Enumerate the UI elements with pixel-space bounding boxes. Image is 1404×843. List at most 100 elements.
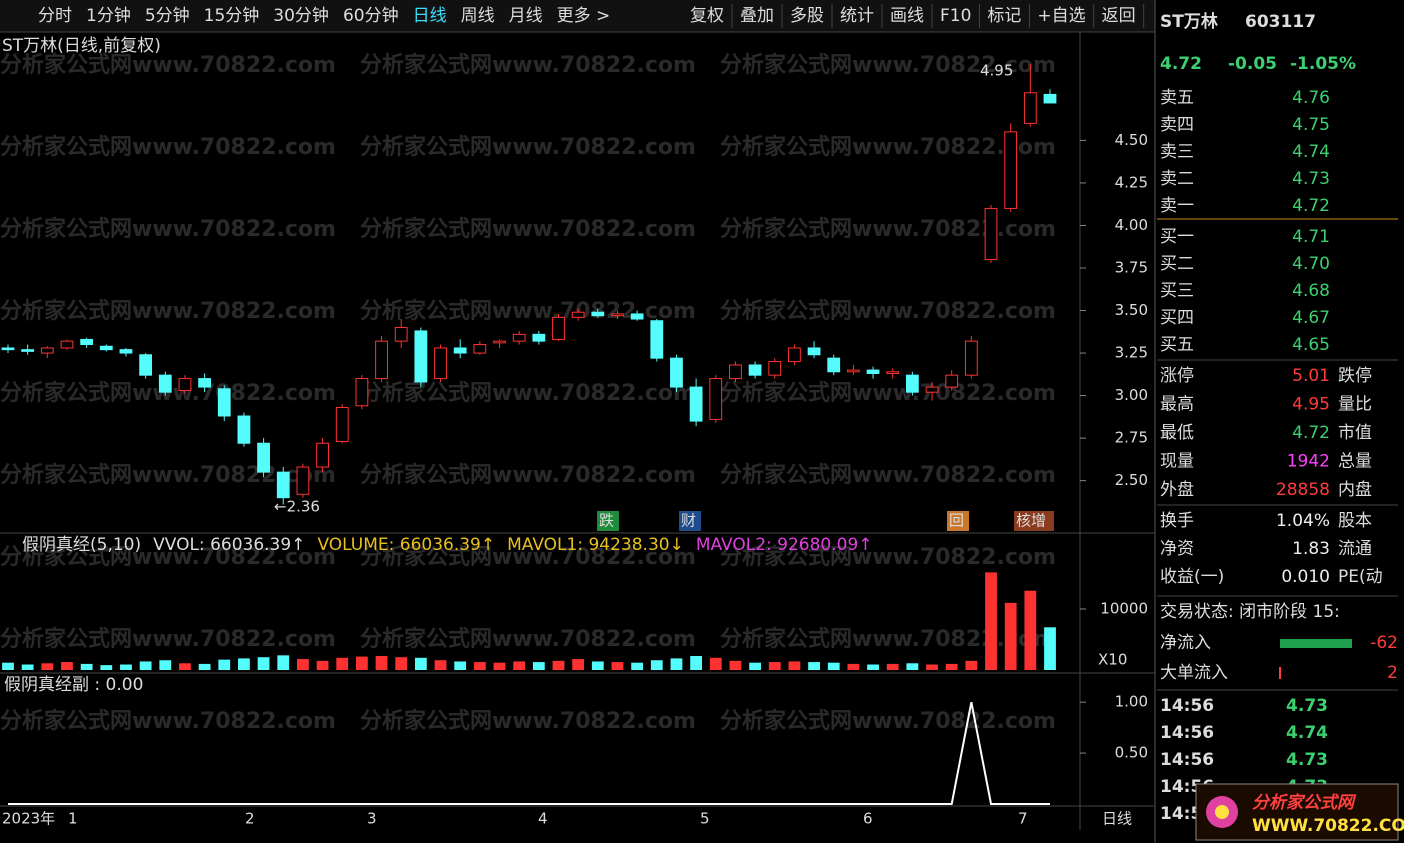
button[interactable]: 标记 [987,6,1021,26]
volume-bar [414,657,427,670]
quote-cell: 买三 [1160,281,1194,301]
quote-cell: 流通 [1338,539,1372,559]
trade-status: 交易状态: 闭市阶段 15: [1160,602,1340,622]
candle-body [473,344,487,354]
button[interactable]: 多股 [790,6,824,26]
logo-icon [1215,805,1229,819]
quote-cell: 4.70 [1292,254,1330,274]
candle-body [630,313,644,320]
candle-body [945,374,959,388]
quote-cell: 市值 [1338,423,1372,443]
candle-body [846,369,860,373]
volume-bar [709,657,722,670]
watermark: 分析家公式网www.70822.com [360,462,696,488]
x-label: 3 [367,810,377,828]
sub-title: 假阴真经副 : 0.00 [4,675,143,695]
volume-bar [41,663,54,670]
volume-bar [316,660,329,670]
quote-cell: 最低 [1160,423,1194,443]
quote-cell: 28858 [1276,480,1330,500]
marker: 财 [681,512,696,530]
quote-cell: 4.73 [1292,169,1330,189]
candle-body [748,364,762,376]
candle-body [40,347,54,354]
button[interactable]: 统计 [840,6,874,26]
candle-body [198,378,212,388]
volume-bar [1024,590,1037,670]
watermark: 分析家公式网www.70822.com [720,544,1056,570]
volume-bar [179,663,191,670]
y-tick-label: 2.75 [1115,429,1148,447]
logo-text: 分析家公式网 [1252,793,1357,813]
legend-entry: MAVOL1: 94238.30↓ [507,535,684,555]
chart-title: ST万林(日线,前复权) [2,36,161,56]
y-tick-label: 10000 [1100,599,1148,617]
candle-body [1043,93,1057,104]
candle-body [591,311,605,317]
button[interactable]: 返回 [1102,6,1136,26]
tab[interactable]: 更多 > [557,6,611,26]
quote-cell: 5.01 [1292,366,1330,386]
tab[interactable]: 5分钟 [145,6,190,26]
volume-bar [985,572,997,670]
flow-value: -62 [1370,633,1398,653]
stock-name: ST万林 [1160,11,1218,32]
tab[interactable]: 15分钟 [204,6,260,26]
button[interactable]: +自选 [1037,6,1085,26]
volume-bar [2,662,14,670]
volume-bar [965,660,978,670]
quote-cell: 4.76 [1292,88,1330,108]
candle-body [217,388,231,417]
button[interactable]: 叠加 [740,6,774,26]
legend-entry: VOLUME: 66036.39↑ [317,535,495,555]
candle-body [611,313,624,317]
volume-bar [650,660,663,670]
x-label: 2 [245,810,255,828]
tab[interactable]: 60分钟 [343,6,399,26]
stock-code: 603117 [1245,12,1316,32]
candle-body [139,354,153,376]
tab[interactable]: 周线 [461,6,495,26]
marker-box [679,511,701,531]
button[interactable]: F10 [940,6,971,26]
tab[interactable]: 日线 [413,6,447,26]
marker: 回 [949,512,964,530]
volume-bar [297,659,309,670]
candle-body [178,378,192,391]
flow-label: 大单流入 [1160,663,1228,683]
flow-bar [1279,667,1281,679]
tab[interactable]: 分时 [38,6,72,26]
tab[interactable]: 月线 [509,6,543,26]
button[interactable]: 画线 [890,6,924,26]
annotation: ←2.36 [274,498,320,516]
tab[interactable]: 1分钟 [86,6,131,26]
volume-bar [808,662,820,670]
volume-bar [434,660,447,670]
quote-cell: 股本 [1338,511,1372,531]
quote-cell: 4.71 [1292,227,1330,247]
candle-body [532,333,546,342]
candle-body [158,374,172,393]
x-label: 2023年 [2,810,55,828]
volume-bar [238,658,250,670]
volume-bar [454,661,467,670]
quote-cell: 换手 [1160,511,1194,531]
quote-cell: 4.95 [1292,395,1330,415]
candle-body [709,378,723,420]
watermark: 分析家公式网www.70822.com [720,134,1056,160]
tab[interactable]: 30分钟 [273,6,329,26]
candle-body [493,340,506,344]
volume-bar [906,663,919,670]
volume-bar [80,663,93,670]
candle-body [237,415,251,444]
quote-cell: 0.010 [1281,567,1330,587]
quote-cell: 4.68 [1292,281,1330,301]
watermark: 分析家公式网www.70822.com [0,626,336,652]
volume-bar [493,662,506,670]
period: 日线 [1102,810,1132,828]
volume-bar [218,659,231,670]
candle-body [257,442,270,473]
button[interactable]: 复权 [690,6,724,26]
watermark: 分析家公式网www.70822.com [720,298,1056,324]
